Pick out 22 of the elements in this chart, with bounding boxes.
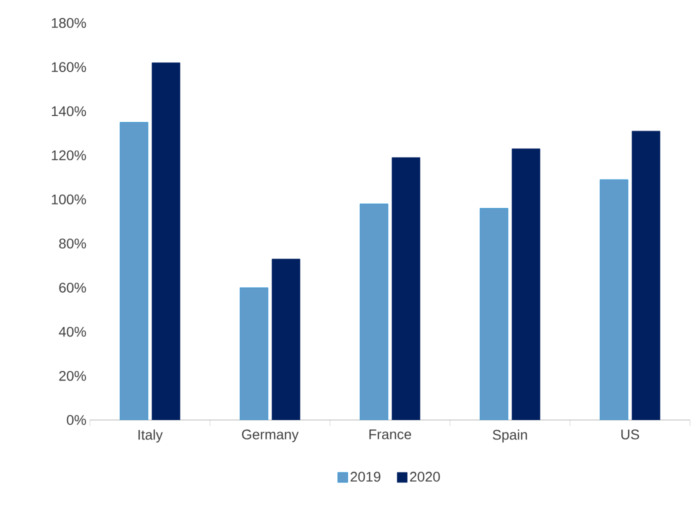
y-tick-label: 40% [58, 326, 86, 337]
bar [360, 204, 388, 420]
y-tick-label: 140% [52, 106, 86, 116]
x-tick-label: France [369, 430, 412, 440]
y-tick-label: 160% [52, 62, 86, 72]
x-tick-label: US [621, 430, 640, 440]
x-tick-label: Germany [242, 430, 299, 442]
bar [600, 179, 628, 420]
bar [240, 287, 268, 420]
y-tick-label: 100% [52, 194, 86, 204]
y-tick-label: 20% [59, 370, 86, 381]
y-tick-label: 180% [52, 18, 86, 28]
y-tick-label: 120% [52, 150, 86, 160]
bar [480, 208, 508, 420]
bar [120, 122, 148, 420]
y-tick-label: 60% [59, 282, 86, 293]
y-tick-label: 80% [59, 238, 86, 248]
legend-label: 2019 [350, 472, 380, 482]
legend-label: 2020 [410, 472, 440, 482]
x-tick-label: Italy [138, 430, 163, 443]
y-tick-label: 0% [66, 415, 86, 425]
x-tick-label: Spain [492, 430, 527, 443]
